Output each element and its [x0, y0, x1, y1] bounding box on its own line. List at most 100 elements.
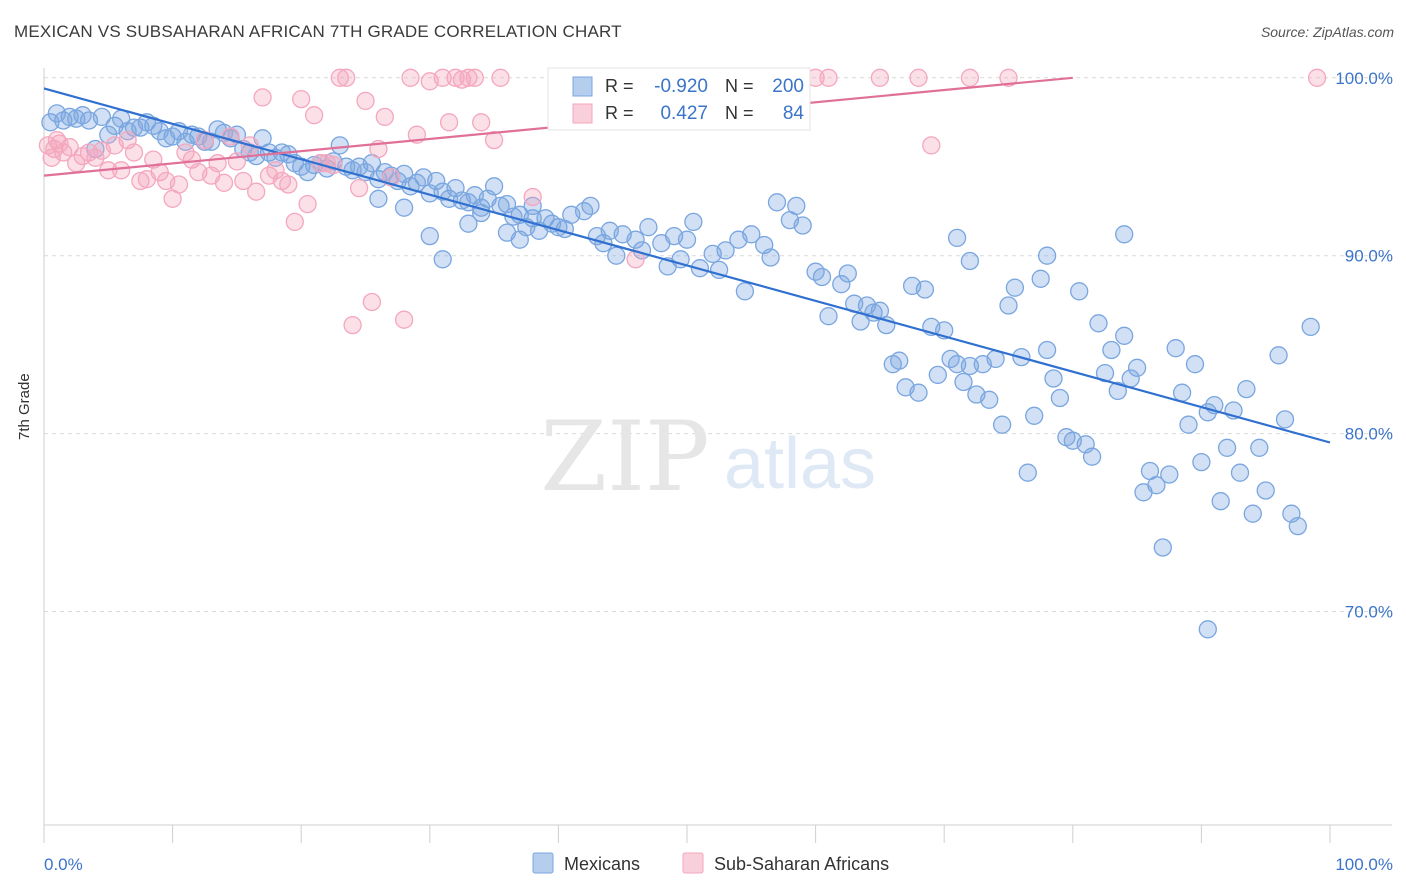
subsaharan-point	[169, 175, 189, 194]
mexicans-point	[1082, 447, 1102, 466]
subsaharan-point	[279, 175, 298, 194]
subsaharan-point	[909, 68, 928, 87]
mexicans-point	[980, 390, 999, 409]
mexicans-point	[1044, 369, 1063, 388]
mexicans-point	[909, 383, 928, 402]
subsaharan-point	[459, 68, 478, 87]
subsaharan-point	[266, 161, 285, 180]
grid-lines	[44, 77, 1390, 613]
mexicans-point	[581, 196, 600, 216]
mexicans-point	[1166, 339, 1185, 358]
mexicans-point	[1037, 340, 1057, 360]
subsaharan-point	[394, 310, 414, 329]
subsaharan-point	[484, 130, 504, 150]
mexicans-point	[433, 250, 452, 269]
subsaharan-point	[446, 68, 465, 87]
watermark-zip: ZIP	[540, 401, 709, 513]
mexicans-point	[992, 415, 1012, 434]
subsaharan-point	[819, 68, 838, 87]
mexicans-point	[1185, 355, 1205, 374]
mexicans-point	[1102, 340, 1121, 360]
mexicans-point	[639, 218, 658, 237]
mexicans-point	[1108, 381, 1127, 401]
mexicans-point	[1050, 388, 1070, 408]
bottom-legend-label: Sub-Saharan Africans	[714, 854, 889, 874]
subsaharan-point	[349, 178, 369, 198]
subsaharan-point	[439, 113, 459, 132]
mexicans-point	[812, 267, 832, 287]
legend-r-value: -0.920	[654, 76, 708, 97]
mexicans-point	[890, 351, 909, 370]
subsaharan-point	[1307, 68, 1327, 87]
legend-n-label: N =	[725, 103, 754, 123]
mexicans-point	[767, 193, 787, 212]
subsaharan-point	[870, 68, 890, 87]
subsaharan-point	[285, 212, 304, 232]
subsaharan-point	[960, 68, 980, 87]
subsaharan-point	[337, 68, 356, 87]
subsaharan-point	[401, 68, 420, 87]
mexicans-point	[298, 162, 317, 182]
legend-swatch	[572, 103, 593, 124]
mexicans-point	[787, 196, 806, 216]
mexicans-point	[684, 212, 703, 232]
y-tick-label: 80.0%	[1345, 425, 1393, 444]
subsaharan-point	[208, 154, 227, 173]
mexicans-point	[819, 307, 838, 326]
mexicans-point	[999, 296, 1018, 315]
y-tick-label: 90.0%	[1345, 247, 1393, 266]
mexicans-point	[626, 230, 645, 249]
mexicans-point	[1172, 383, 1192, 402]
subsaharan-point	[324, 155, 343, 175]
subsaharan-point	[176, 143, 195, 162]
mexicans-point	[1115, 326, 1134, 345]
mexicans-point	[1153, 538, 1172, 557]
mexicans-point	[864, 303, 883, 322]
mexicans-point	[735, 282, 755, 301]
y-tick-label: 70.0%	[1345, 603, 1393, 622]
mexicans-point	[677, 230, 697, 249]
legend-n-label: N =	[725, 76, 754, 96]
mexicans-point	[838, 264, 857, 283]
tick-labels: 70.0% 80.0% 90.0% 100.0% 0.0% 100.0%	[44, 69, 1393, 874]
legend-r-label: R =	[605, 76, 634, 96]
subsaharan-point	[922, 136, 941, 155]
mexicans-point	[484, 177, 504, 196]
subsaharan-point	[124, 143, 144, 162]
mexicans-point	[761, 248, 780, 267]
subsaharan-point	[227, 152, 247, 171]
subsaharan-point	[356, 91, 375, 111]
subsaharan-point	[375, 107, 394, 127]
x-tick-label-min: 0.0%	[44, 855, 83, 874]
bottom-legend-swatch	[682, 852, 704, 874]
mexicans-point	[1147, 476, 1166, 495]
mexicans-point	[92, 107, 112, 127]
subsaharan-point	[45, 139, 64, 159]
axes	[43, 68, 1392, 843]
legend-r-label: R =	[605, 103, 634, 123]
mexicans-point	[1005, 278, 1025, 297]
y-tick-label: 100.0%	[1335, 69, 1393, 88]
subsaharan-point	[234, 171, 253, 191]
mexicans-point	[1256, 481, 1275, 500]
subsaharan-point	[433, 68, 452, 87]
mexicans-point	[1018, 463, 1037, 482]
mexicans-point	[1070, 282, 1089, 301]
mexicans-point	[330, 136, 349, 155]
mexicans-point	[1237, 379, 1256, 399]
mexicans-point	[947, 228, 967, 248]
mexicans-point	[1230, 463, 1250, 482]
mexicans-point	[459, 214, 478, 233]
mexicans-point	[607, 246, 626, 265]
mexicans-point	[1243, 504, 1262, 523]
subsaharan-point	[999, 68, 1018, 87]
mexicans-point	[1192, 452, 1211, 472]
subsaharan-point	[330, 68, 349, 87]
bottom-legend: Mexicans Sub-Saharan Africans	[532, 852, 889, 874]
mexicans-point	[394, 198, 414, 217]
mexicans-point	[1198, 620, 1217, 639]
source-label: Source: ZipAtlas.com	[1260, 24, 1394, 40]
mexicans-point	[793, 216, 812, 235]
mexicans-point	[1031, 269, 1050, 288]
mexicans-point	[1115, 225, 1134, 244]
